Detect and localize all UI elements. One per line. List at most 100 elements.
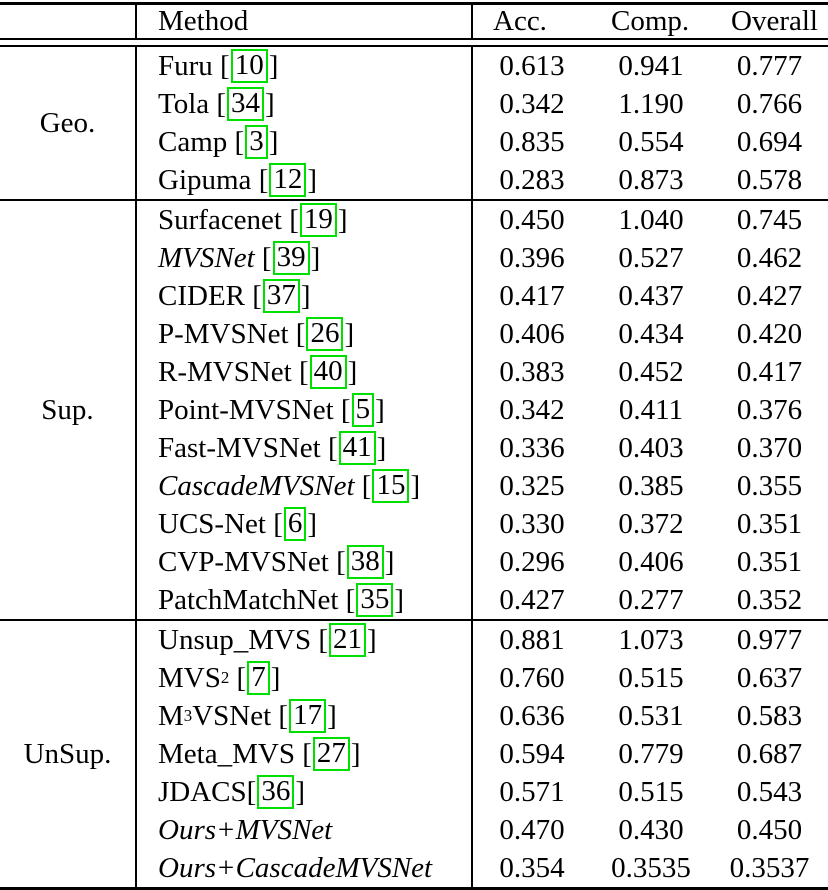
method-name-segment: Meta_MVS (158, 737, 295, 770)
comp-value: 0.452 (618, 355, 684, 388)
method-cell: CascadeMVSNet [15] (137, 467, 473, 505)
overall-value: 0.578 (736, 163, 803, 196)
method-cell: CIDER [37] (137, 277, 473, 315)
method-cell: R-MVSNet [40] (137, 353, 473, 391)
citation-link[interactable]: 27 (312, 736, 350, 772)
method-name-segment: MVSNet (158, 241, 255, 274)
comp-value: 0.515 (618, 775, 684, 808)
citation-link[interactable]: 17 (289, 698, 327, 734)
citation-link[interactable]: 12 (269, 162, 307, 198)
method-cell: Furu [10] (137, 47, 473, 85)
citation-link[interactable]: 21 (329, 622, 367, 658)
method-name-segment: Camp (158, 125, 228, 158)
comp-value: 0.873 (618, 163, 684, 196)
citation-link[interactable]: 34 (227, 86, 265, 122)
method-name-segment: CVP-MVSNet (158, 545, 329, 578)
acc-value: 0.296 (499, 545, 565, 578)
header-group-cell (0, 5, 137, 38)
acc-value: 0.283 (499, 163, 565, 196)
comp-value: 1.073 (618, 623, 684, 656)
citation-link[interactable]: 37 (262, 278, 300, 314)
citation-link[interactable]: 38 (346, 544, 384, 580)
header-double-rule (0, 38, 828, 47)
overall-value: 0.977 (736, 623, 803, 656)
citation-link[interactable]: 6 (283, 506, 307, 542)
overall-value: 0.351 (736, 507, 803, 540)
method-name-segment: PatchMatchNet (158, 583, 339, 616)
comp-value: 0.527 (618, 241, 684, 274)
acc-value: 0.450 (499, 203, 565, 236)
acc-value: 0.336 (499, 431, 565, 464)
citation-link[interactable]: 26 (306, 316, 344, 352)
overall-value: 0.351 (736, 545, 803, 578)
comp-value: 0.411 (618, 393, 684, 426)
comp-value: 1.040 (618, 203, 684, 236)
method-cell: P-MVSNet [26] (137, 315, 473, 353)
overall-value: 0.450 (736, 813, 803, 846)
acc-value: 0.417 (499, 279, 565, 312)
acc-value: 0.613 (499, 49, 565, 82)
method-cell: MVSNet [39] (137, 239, 473, 277)
method-name-segment: Ours+CascadeMVSNet (158, 851, 433, 884)
method-name-segment: Gipuma (158, 163, 252, 196)
method-cell: CVP-MVSNet [38] (137, 543, 473, 581)
group-label: Geo. (0, 47, 137, 199)
citation-link[interactable]: 7 (247, 660, 270, 696)
method-cell: M 3 VSNet [17] (137, 697, 473, 735)
overall-value: 0.745 (736, 203, 803, 236)
acc-value: 0.594 (499, 737, 565, 770)
acc-value: 0.636 (499, 699, 565, 732)
table-section: Sup. Surfacenet [19] 0.450 1.040 0.745 MVSNet… (0, 201, 828, 619)
method-cell: Point-MVSNet [5] (137, 391, 473, 429)
header-method: Method (137, 5, 473, 38)
overall-value: 0.583 (736, 699, 803, 732)
acc-value: 0.396 (499, 241, 565, 274)
method-name-segment: Tola (158, 87, 210, 120)
header-comp: Comp. (611, 5, 690, 37)
group-label: UnSup. (0, 621, 137, 887)
acc-value: 0.330 (499, 507, 565, 540)
citation-link[interactable]: 36 (257, 774, 295, 810)
method-name-segment: UCS-Net (158, 507, 266, 540)
citation-link[interactable]: 40 (309, 354, 347, 390)
citation-link[interactable]: 41 (338, 430, 376, 466)
comp-value: 0.531 (618, 699, 684, 732)
method-cell: Camp [3] (137, 123, 473, 161)
citation-link[interactable]: 35 (356, 582, 394, 618)
overall-value: 0.777 (736, 49, 803, 82)
section-divider (0, 619, 828, 621)
method-name-segment: Furu (158, 49, 213, 82)
method-cell: UCS-Net [6] (137, 505, 473, 543)
citation-link[interactable]: 39 (272, 240, 310, 276)
overall-value: 0.370 (736, 431, 803, 464)
table-header: Method Acc. Comp. Overall (0, 5, 828, 38)
citation-link[interactable]: 5 (351, 392, 375, 428)
overall-value: 0.376 (736, 393, 803, 426)
header-overall: Overall (731, 5, 818, 37)
acc-value: 0.406 (499, 317, 565, 350)
citation-link[interactable]: 15 (372, 468, 410, 504)
overall-value: 0.687 (736, 737, 803, 770)
comp-value: 0.941 (618, 49, 684, 82)
comp-value: 0.434 (618, 317, 684, 350)
header-acc: Acc. (493, 5, 547, 37)
overall-value: 0.766 (736, 87, 803, 120)
table-bottom-rule (0, 887, 828, 890)
method-name-segment: MVS (158, 661, 221, 694)
method-name-segment: Surfacenet (158, 203, 282, 236)
comp-value: 0.437 (618, 279, 684, 312)
citation-link[interactable]: 19 (299, 202, 337, 238)
method-cell: Gipuma [12] (137, 161, 473, 199)
citation-link[interactable]: 10 (230, 48, 268, 84)
comp-value: 0.554 (618, 125, 684, 158)
acc-value: 0.383 (499, 355, 565, 388)
citation-link[interactable]: 3 (245, 124, 268, 160)
acc-value: 0.342 (499, 393, 565, 426)
acc-value: 0.760 (499, 661, 565, 694)
method-name-segment: M (158, 699, 184, 732)
table-section: Geo. Furu [10] 0.613 0.941 0.777 Tola [34] 0.3… (0, 47, 828, 199)
overall-value: 0.355 (736, 469, 803, 502)
method-name-segment: CascadeMVSNet (158, 469, 355, 502)
overall-value: 0.694 (736, 125, 803, 158)
overall-value: 0.543 (736, 775, 803, 808)
